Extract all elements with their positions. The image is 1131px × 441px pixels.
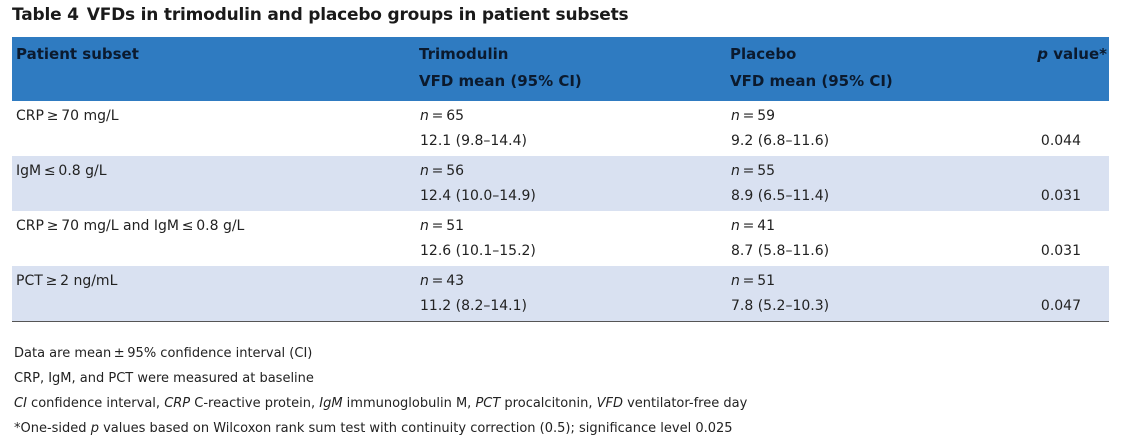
table-footnotes: Data are mean ± 95% confidence interval … — [14, 341, 747, 441]
placebo-vfd: 9.2 (6.8–11.6) — [731, 133, 830, 149]
placebo-vfd: 8.9 (6.5–11.4) — [731, 188, 830, 204]
placebo-n: n = 41 — [731, 218, 776, 234]
trimodulin-vfd: 12.6 (10.1–15.2) — [420, 243, 536, 259]
p-value: 0.047 — [1040, 298, 1081, 314]
placebo-vfd: 7.8 (5.2–10.3) — [731, 298, 830, 314]
footnote-baseline: CRP, IgM, and PCT were measured at basel… — [14, 371, 314, 386]
trimodulin-n: n = 43 — [420, 273, 465, 289]
header-patient-subset: Patient subset — [16, 45, 139, 63]
placebo-n: n = 59 — [731, 108, 776, 124]
placebo-n: n = 55 — [731, 163, 776, 179]
placebo-vfd: 8.7 (5.8–11.6) — [731, 243, 830, 259]
subset-label: IgM ≤ 0.8 g/L — [16, 163, 107, 179]
header-trimodulin-subtitle: VFD mean (95% CI) — [419, 72, 582, 90]
trimodulin-vfd: 12.4 (10.0–14.9) — [420, 188, 536, 204]
subset-label: CRP ≥ 70 mg/L and IgM ≤ 0.8 g/L — [16, 218, 245, 234]
trimodulin-vfd: 11.2 (8.2–14.1) — [420, 298, 527, 314]
table-header: Patient subset Trimodulin VFD mean (95% … — [12, 37, 1109, 101]
p-value: 0.044 — [1040, 133, 1081, 149]
trimodulin-vfd: 12.1 (9.8–14.4) — [420, 133, 527, 149]
p-value: 0.031 — [1040, 188, 1081, 204]
footnote-data-description: Data are mean ± 95% confidence interval … — [14, 346, 313, 361]
table-row-group: PCT ≥ 2 ng/mL n = 43 11.2 (8.2–14.1) n =… — [12, 266, 1109, 321]
subset-label: CRP ≥ 70 mg/L — [16, 108, 119, 124]
table-row-group: IgM ≤ 0.8 g/L n = 56 12.4 (10.0–14.9) n … — [12, 156, 1109, 211]
p-value: 0.031 — [1040, 243, 1081, 259]
footnote-statistics: *One-sided p values based on Wilcoxon ra… — [14, 421, 733, 436]
placebo-n: n = 51 — [731, 273, 776, 289]
footnote-abbreviations: CI confidence interval, CRP C-reactive p… — [14, 396, 748, 411]
header-trimodulin: Trimodulin — [419, 45, 509, 63]
data-table: Patient subset Trimodulin VFD mean (95% … — [12, 37, 1109, 322]
table-number: Table 4 — [12, 5, 79, 25]
trimodulin-n: n = 51 — [420, 218, 465, 234]
table-title: Table 4 VFDs in trimodulin and placebo gr… — [12, 5, 629, 25]
header-placebo: Placebo — [730, 45, 797, 63]
trimodulin-n: n = 56 — [420, 163, 465, 179]
table-row-group: CRP ≥ 70 mg/L n = 65 12.1 (9.8–14.4) n =… — [12, 101, 1109, 156]
subset-label: PCT ≥ 2 ng/mL — [16, 273, 118, 289]
table-caption: VFDs in trimodulin and placebo groups in… — [86, 5, 629, 25]
table-row-group: CRP ≥ 70 mg/L and IgM ≤ 0.8 g/L n = 51 1… — [12, 211, 1109, 266]
trimodulin-n: n = 65 — [420, 108, 465, 124]
table-bottom-rule — [12, 321, 1109, 322]
header-p-value: p value* — [1037, 45, 1107, 63]
header-placebo-subtitle: VFD mean (95% CI) — [730, 72, 893, 90]
